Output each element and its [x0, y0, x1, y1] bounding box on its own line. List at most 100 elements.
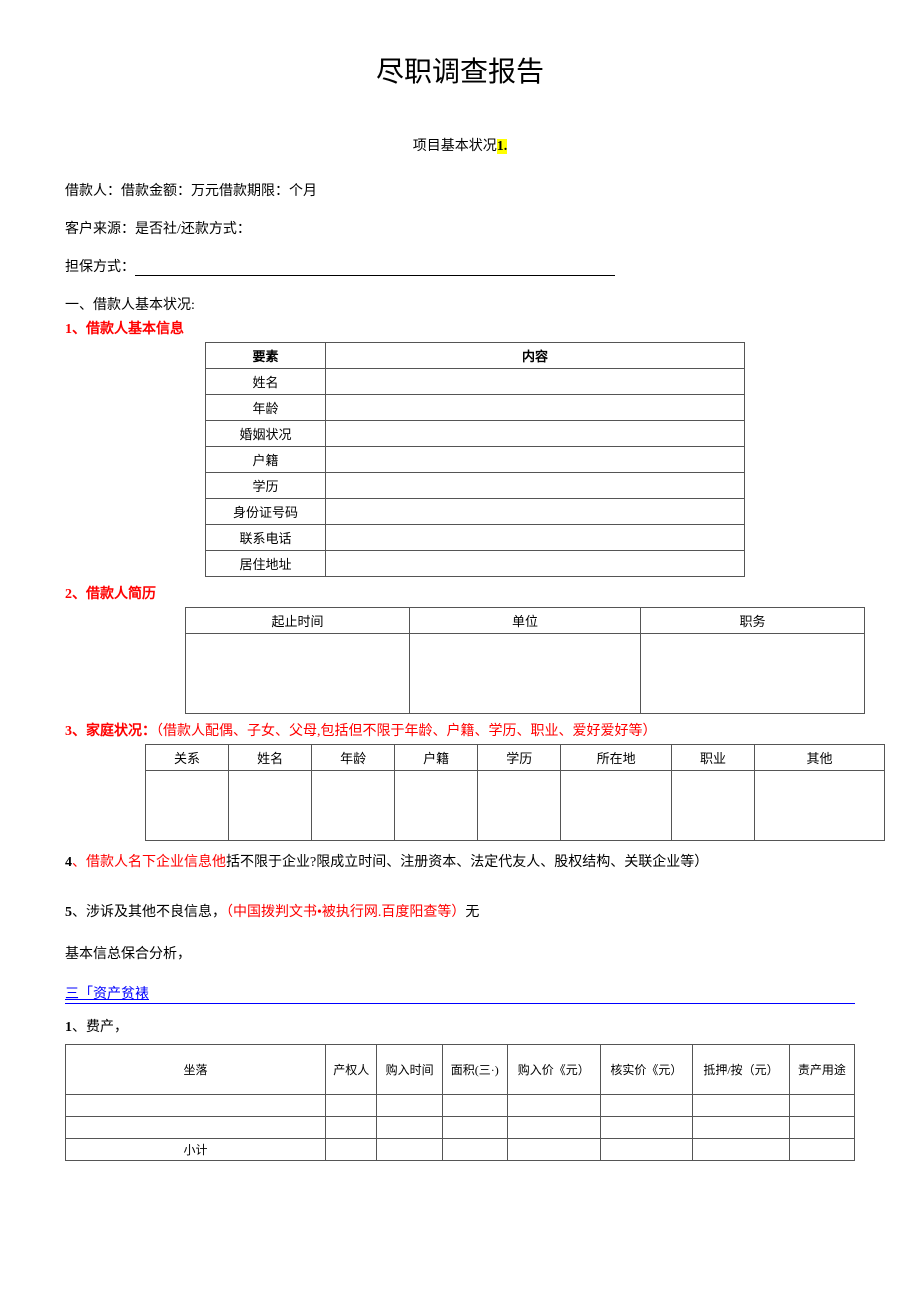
t1-r7: 居住地址 [206, 551, 326, 577]
item2-heading: 2、借款人简历 [65, 583, 855, 603]
t2-c2 [640, 634, 864, 714]
t4-s2 [377, 1139, 442, 1161]
item5-note: （中国拨判文书•被执行网.百度阳查等） [226, 905, 465, 920]
t3-c4 [478, 771, 561, 841]
t3-h0: 关系 [146, 745, 229, 771]
item3-num: 3、 [65, 724, 86, 739]
assets-item-heading: 1、费产， [65, 1016, 855, 1036]
item1-heading: 1、借款人基本信息 [65, 318, 855, 338]
t4-subtotal: 小计 [66, 1139, 326, 1161]
item3-heading: 3、家庭状况：（借款人配偶、子女、父母,包括但不限于年龄、户籍、学历、职业、爱好… [65, 720, 855, 740]
guarantee-line: 担保方式： [65, 256, 855, 276]
customer-source-line: 客户来源：是否社/还款方式： [65, 218, 855, 238]
t4-h7: 责产用途 [789, 1045, 854, 1095]
t1-r0-v [326, 369, 745, 395]
t1-r2-v [326, 421, 745, 447]
item4-label: 、借款人名下企业信息他 [72, 855, 226, 870]
t1-r6: 联系电话 [206, 525, 326, 551]
t2-c1 [410, 634, 641, 714]
t4-h5: 核实价《元） [600, 1045, 693, 1095]
t3-h6: 职业 [671, 745, 754, 771]
assets-num: 1 [65, 1020, 72, 1035]
t4-r0c6 [693, 1095, 789, 1117]
t1-r7-v [326, 551, 745, 577]
t4-r0c5 [600, 1095, 693, 1117]
item4-heading: 4、借款人名下企业信息他括不限于企业?限成立时间、注册资本、法定代友人、股权结构… [65, 851, 855, 871]
t1-r2: 婚姻状况 [206, 421, 326, 447]
t3-c5 [561, 771, 672, 841]
assets-section-heading: 三「资产贫裱 [65, 983, 855, 1004]
item1-label: 借款人基本信息 [86, 322, 184, 337]
t4-r0c2 [377, 1095, 442, 1117]
t3-h3: 户籍 [395, 745, 478, 771]
subtitle-number: 1. [497, 139, 508, 154]
t1-r6-v [326, 525, 745, 551]
item2-num: 2、 [65, 587, 86, 602]
item5-label: 、涉诉及其他不良信息， [72, 905, 226, 920]
t4-h1: 产权人 [326, 1045, 377, 1095]
t2-c0 [186, 634, 410, 714]
t4-r1c6 [693, 1117, 789, 1139]
t4-r0c7 [789, 1095, 854, 1117]
t1-r3-v [326, 447, 745, 473]
family-table: 关系 姓名 年龄 户籍 学历 所在地 职业 其他 [145, 744, 885, 841]
subtitle: 项目基本状况1. [65, 135, 855, 155]
t3-c1 [229, 771, 312, 841]
t1-r5: 身份证号码 [206, 499, 326, 525]
borrower-line: 借款人：借款金额：万元借款期限：个月 [65, 180, 855, 200]
t4-s5 [600, 1139, 693, 1161]
item4-note: 括不限于企业?限成立时间、注册资本、法定代友人、股权结构、关联企业等） [226, 855, 708, 870]
t1-r5-v [326, 499, 745, 525]
t4-h2: 购入时间 [377, 1045, 442, 1095]
item2-label: 借款人简历 [86, 587, 156, 602]
t3-c2 [312, 771, 395, 841]
t1-r4-v [326, 473, 745, 499]
t1-r4: 学历 [206, 473, 326, 499]
table1-h2: 内容 [326, 343, 745, 369]
t1-r0: 姓名 [206, 369, 326, 395]
table1-h1: 要素 [206, 343, 326, 369]
t4-r1c4 [507, 1117, 600, 1139]
t3-h4: 学历 [478, 745, 561, 771]
basic-info-table: 要素 内容 姓名 年龄 婚姻状况 户籍 学历 身份证号码 联系电话 居住地址 [205, 342, 745, 577]
t4-s7 [789, 1139, 854, 1161]
t4-r0c0 [66, 1095, 326, 1117]
t3-h7: 其他 [755, 745, 885, 771]
t2-h1: 单位 [410, 608, 641, 634]
t3-h1: 姓名 [229, 745, 312, 771]
t4-r1c0 [66, 1117, 326, 1139]
t4-s6 [693, 1139, 789, 1161]
analysis-line: 基本信总保合分析， [65, 943, 855, 963]
t2-h2: 职务 [640, 608, 864, 634]
subtitle-text: 项目基本状况 [413, 139, 497, 154]
assets-label: 、费产， [72, 1020, 128, 1035]
t1-r1-v [326, 395, 745, 421]
t4-r1c2 [377, 1117, 442, 1139]
t3-c3 [395, 771, 478, 841]
item3-label: 家庭状况： [86, 724, 156, 739]
t4-s1 [326, 1139, 377, 1161]
t4-r0c4 [507, 1095, 600, 1117]
item1-num: 1、 [65, 322, 86, 337]
t4-r1c5 [600, 1117, 693, 1139]
section1-heading: 一、借款人基本状况: [65, 294, 855, 314]
t4-h0: 坐落 [66, 1045, 326, 1095]
t4-s3 [442, 1139, 507, 1161]
report-title: 尽职调查报告 [65, 50, 855, 90]
t3-h2: 年龄 [312, 745, 395, 771]
guarantee-label: 担保方式： [65, 260, 135, 275]
t2-h0: 起止时间 [186, 608, 410, 634]
item5-heading: 5、涉诉及其他不良信息，（中国拨判文书•被执行网.百度阳查等）无 [65, 901, 855, 921]
t1-r1: 年龄 [206, 395, 326, 421]
t4-r1c1 [326, 1117, 377, 1139]
t3-c0 [146, 771, 229, 841]
item3-note: （借款人配偶、子女、父母,包括但不限于年龄、户籍、学历、职业、爱好爱好等） [156, 724, 657, 739]
t4-r0c3 [442, 1095, 507, 1117]
t4-h4: 购入价《元） [507, 1045, 600, 1095]
t4-h6: 抵押/按（元） [693, 1045, 789, 1095]
t4-r1c7 [789, 1117, 854, 1139]
t3-h5: 所在地 [561, 745, 672, 771]
assets-table: 坐落 产权人 购入时间 面积(三·) 购入价《元） 核实价《元） 抵押/按（元）… [65, 1044, 855, 1161]
t1-r3: 户籍 [206, 447, 326, 473]
item5-num: 5 [65, 905, 72, 920]
